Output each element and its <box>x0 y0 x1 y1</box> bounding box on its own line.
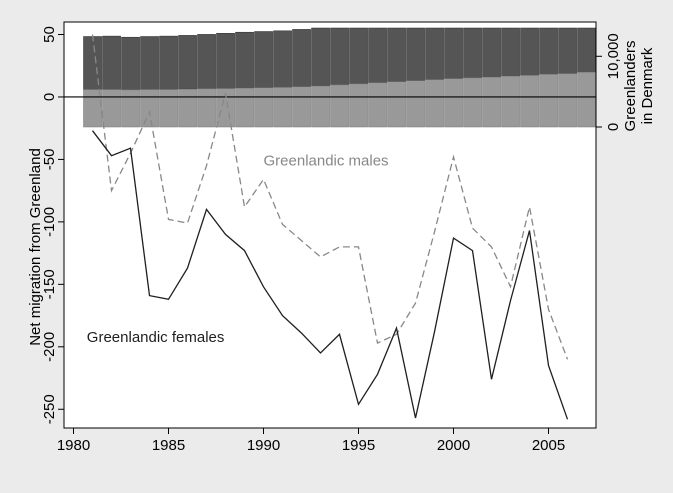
right-tick-label: 0 <box>605 123 622 131</box>
population-bar-lower <box>521 75 539 127</box>
population-bar-lower <box>293 87 311 127</box>
population-bar-lower <box>198 89 216 127</box>
females-series-label: Greenlandic females <box>87 329 225 346</box>
population-bar-upper <box>312 28 330 86</box>
population-bar-upper <box>445 28 463 79</box>
population-bar-upper <box>388 28 406 82</box>
top-panel <box>84 28 596 127</box>
population-bar-upper <box>255 32 273 88</box>
population-bar-lower <box>160 90 178 128</box>
population-bar-upper <box>122 37 140 90</box>
left-axis-title: Net migration from Greenland <box>27 148 44 346</box>
population-bar-lower <box>103 90 121 128</box>
population-bar-lower <box>369 83 387 127</box>
population-bar-lower <box>483 77 501 127</box>
population-bar-upper <box>198 34 216 89</box>
population-bar-upper <box>521 28 539 75</box>
population-bar-lower <box>255 88 273 127</box>
population-bar-lower <box>578 72 596 127</box>
population-bar-upper <box>103 36 121 89</box>
population-bar-upper <box>578 28 596 72</box>
population-bar-lower <box>445 79 463 127</box>
population-bar-upper <box>160 36 178 89</box>
left-tick-label: -250 <box>41 394 58 424</box>
x-tick-label: 1980 <box>57 437 90 454</box>
x-tick-label: 2005 <box>532 437 565 454</box>
population-bar-lower <box>426 80 444 127</box>
left-tick-label: 50 <box>41 26 58 43</box>
population-bar-upper <box>274 31 292 88</box>
population-bar-upper <box>502 28 520 76</box>
population-bar-upper <box>331 28 349 85</box>
population-bar-lower <box>388 82 406 127</box>
population-bar-upper <box>141 37 159 90</box>
population-bar-upper <box>179 35 197 89</box>
population-bar-upper <box>464 28 482 78</box>
population-bar-lower <box>407 81 425 127</box>
population-bar-lower <box>559 74 577 127</box>
population-bar-upper <box>369 28 387 83</box>
population-bar-upper <box>559 28 577 74</box>
right-axis-title: Greenlanders <box>622 41 639 132</box>
x-tick-label: 2000 <box>437 437 470 454</box>
population-bar-lower <box>464 78 482 127</box>
right-tick-label: 10,000 <box>605 33 622 79</box>
population-bar-lower <box>331 85 349 127</box>
left-tick-label: 0 <box>41 93 58 101</box>
x-tick-label: 1995 <box>342 437 375 454</box>
population-bar-upper <box>483 28 501 77</box>
population-bar-lower <box>312 86 330 127</box>
population-bar-lower <box>236 88 254 127</box>
population-bar-upper <box>236 32 254 88</box>
population-bar-upper <box>426 28 444 80</box>
population-bar-upper <box>407 28 425 81</box>
right-axis-title: in Denmark <box>639 47 656 124</box>
population-bar-lower <box>274 87 292 127</box>
x-tick-label: 1990 <box>247 437 280 454</box>
population-bar-lower <box>141 90 159 128</box>
population-bar-lower <box>179 89 197 127</box>
population-bar-lower <box>84 90 102 128</box>
population-bar-upper <box>217 33 235 88</box>
population-bar-upper <box>350 28 368 84</box>
population-bar-lower <box>350 84 368 127</box>
population-bar-lower <box>122 90 140 127</box>
population-bar-upper <box>84 37 102 90</box>
x-tick-label: 1985 <box>152 437 185 454</box>
population-bar-upper <box>293 29 311 86</box>
population-bar-upper <box>540 28 558 74</box>
males-series-label: Greenlandic males <box>264 153 389 170</box>
population-bar-lower <box>540 74 558 127</box>
population-bar-lower <box>502 76 520 127</box>
